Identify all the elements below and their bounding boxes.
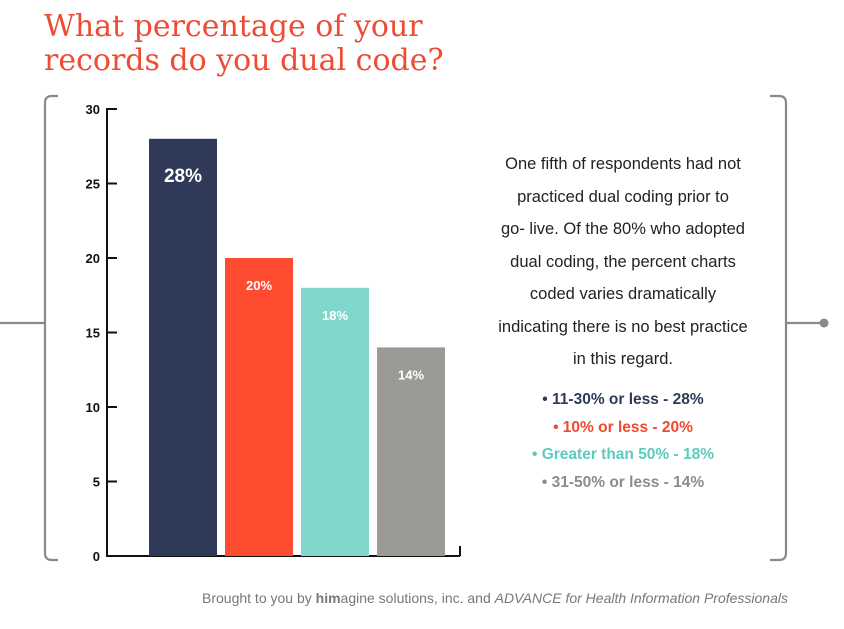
right-bracket	[770, 94, 788, 562]
footer-credit: Brought to you by himagine solutions, in…	[202, 590, 788, 606]
legend-item: • Greater than 50% - 18%	[531, 446, 715, 463]
left-bracket	[43, 94, 58, 562]
y-tick-label: 5	[93, 475, 100, 490]
legend-item: • 10% or less - 20%	[553, 418, 693, 436]
y-tick-label: 10	[86, 400, 100, 415]
y-tick-label: 15	[86, 326, 100, 341]
legend-item: • 31-50% or less - 14%	[541, 473, 705, 491]
y-tick-label: 0	[93, 549, 100, 564]
footer-prefix: Brought to you by	[202, 590, 316, 606]
footer-brand-bold: him	[315, 590, 341, 606]
bar-data-label: 28%	[164, 166, 202, 187]
legend: • 11-30% or less - 28% • 10% or less - 2…	[478, 386, 768, 496]
y-tick-label: 30	[86, 102, 100, 117]
description-line: dual coding, the percent charts	[510, 252, 736, 271]
bar-data-label: 14%	[398, 367, 424, 382]
description-line: One fifth of respondents had not	[505, 155, 741, 173]
title-line-2: records do you dual code?	[44, 43, 444, 78]
y-tick-label: 25	[86, 177, 100, 192]
page-title: What percentage of your records do you d…	[44, 10, 604, 78]
legend-item: • 11-30% or less - 28%	[542, 391, 704, 408]
y-tick-label: 20	[86, 251, 100, 266]
bar	[301, 287, 369, 556]
bar	[377, 347, 445, 556]
connector-dot	[819, 318, 829, 328]
description-line: practiced dual coding prior to	[517, 187, 729, 206]
description-line: in this regard.	[573, 350, 673, 368]
bar-data-label: 20%	[246, 278, 272, 293]
footer-publication: ADVANCE for Health Information Professio…	[494, 590, 788, 606]
chart-description: One fifth of respondents had not practic…	[478, 148, 768, 376]
description-line: coded varies dramatically	[529, 285, 717, 303]
bar-data-label: 18%	[322, 308, 348, 323]
description-line: go- live. Of the 80% who adopted	[501, 220, 745, 238]
bar	[149, 138, 217, 557]
bar	[225, 258, 293, 556]
description-line: indicating there is no best practice	[498, 317, 748, 336]
title-line-1: What percentage of your	[44, 9, 423, 44]
footer-brand-rest: agine solutions, inc. and	[340, 590, 495, 606]
